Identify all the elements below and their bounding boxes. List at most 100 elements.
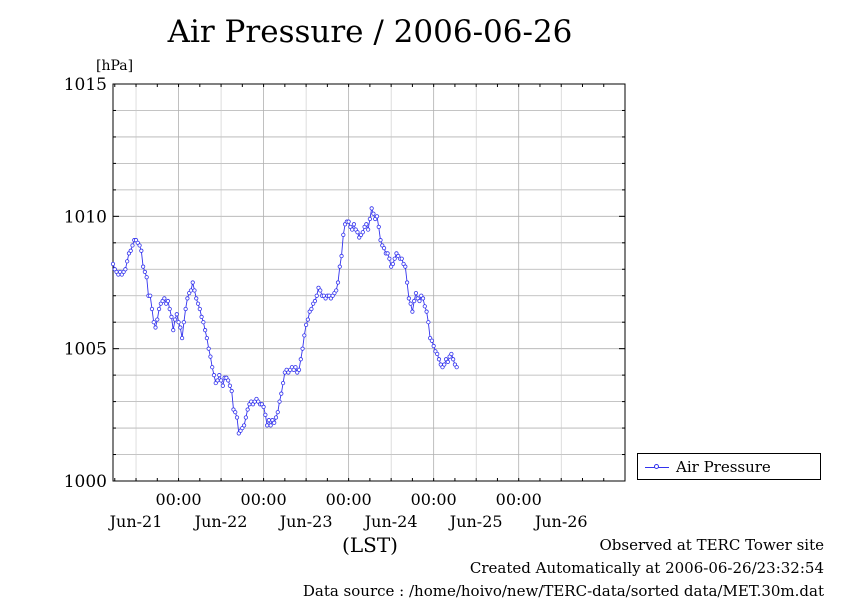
footer-observed: Observed at TERC Tower site	[599, 536, 824, 554]
data-point	[424, 309, 429, 314]
data-point	[243, 415, 248, 420]
data-point	[156, 306, 162, 312]
data-point	[305, 317, 310, 322]
data-point	[300, 346, 305, 351]
data-point	[179, 335, 185, 341]
axes	[112, 83, 626, 482]
data-point	[171, 328, 176, 333]
data-point	[360, 230, 365, 235]
data-point	[318, 288, 323, 293]
data-point	[185, 296, 190, 301]
y-tick-label: 1005	[64, 340, 107, 360]
data-point	[194, 296, 199, 301]
data-point	[371, 211, 376, 216]
data-point	[381, 245, 387, 251]
data-point	[195, 301, 201, 306]
data-point	[312, 298, 318, 304]
y-axis-label: [hPa]	[96, 58, 133, 74]
legend: Air Pressure	[637, 453, 821, 480]
data-point	[242, 423, 247, 428]
data-point	[155, 317, 160, 322]
data-point	[429, 338, 434, 343]
x-tick-label: 00:00	[155, 490, 201, 509]
footer-created: Created Automatically at 2006-06-26/23:3…	[469, 559, 824, 577]
data-point	[123, 267, 128, 272]
tick-labels: 1000 1005 1010 1015[hPa] 00:00 00:00 00:00 00:0…	[64, 58, 588, 557]
data-point	[417, 298, 422, 304]
legend-marker	[654, 464, 659, 469]
data-point	[385, 251, 390, 256]
data-point	[233, 410, 238, 415]
data-point	[346, 219, 351, 224]
data-point	[309, 306, 314, 312]
data-point	[369, 206, 374, 211]
data-point	[314, 293, 319, 298]
data-point	[406, 296, 411, 301]
data-point	[261, 404, 266, 409]
data-point	[183, 306, 188, 312]
data-point	[341, 232, 346, 237]
data-point	[208, 354, 213, 359]
data-point	[302, 333, 307, 338]
chart-title: Air Pressure / 2006-06-26	[167, 14, 573, 50]
data-point	[431, 343, 436, 349]
data-point	[201, 320, 206, 325]
data-point	[192, 288, 197, 293]
data-point	[226, 378, 231, 383]
data-point	[387, 256, 392, 261]
x-date-label: Jun-22	[193, 512, 248, 531]
data-point	[169, 314, 174, 320]
data-point	[413, 290, 419, 296]
data-point	[165, 298, 171, 304]
data-point	[176, 320, 181, 325]
data-point	[392, 256, 397, 261]
data-point	[422, 304, 427, 309]
data-point	[190, 280, 195, 285]
x-tick-label: 00:00	[496, 490, 542, 509]
data-point	[335, 280, 341, 285]
data-point	[162, 296, 167, 301]
data-point	[298, 357, 303, 362]
data-point	[403, 264, 408, 269]
data-point	[210, 365, 215, 370]
data-point	[378, 238, 383, 243]
data-point	[442, 362, 447, 367]
x-date-label: Jun-25	[448, 512, 503, 531]
plot-frame	[112, 83, 626, 482]
data-point	[130, 243, 135, 248]
data-point	[273, 415, 279, 420]
data-point	[364, 222, 369, 227]
x-axis-label: (LST)	[342, 533, 398, 557]
y-tick-label: 1010	[64, 207, 107, 227]
data-point	[277, 399, 282, 404]
data-point	[296, 367, 302, 372]
data-point	[399, 256, 404, 261]
data-point	[125, 259, 130, 264]
data-point	[404, 280, 410, 285]
x-date-label: Jun-26	[533, 512, 588, 531]
data-point	[174, 312, 179, 317]
data-point	[142, 269, 147, 275]
data-point	[218, 378, 224, 383]
data-point	[266, 418, 272, 423]
data-point	[141, 264, 146, 269]
data-point	[167, 306, 172, 312]
data-point	[355, 230, 360, 235]
data-point	[426, 320, 431, 325]
y-tick-label: 1000	[64, 472, 107, 492]
data-point	[435, 351, 440, 357]
data-point	[420, 296, 426, 301]
data-point	[263, 412, 268, 417]
data-point	[366, 227, 371, 232]
data-point	[339, 253, 344, 259]
data-point	[128, 248, 133, 253]
data-point	[206, 346, 211, 351]
data-point	[211, 373, 217, 378]
data-point	[350, 227, 355, 232]
data-point	[203, 328, 208, 333]
data-point	[245, 407, 250, 412]
x-date-label: Jun-21	[108, 512, 163, 531]
data-point	[215, 378, 220, 383]
x-tick-label: 00:00	[326, 490, 372, 509]
